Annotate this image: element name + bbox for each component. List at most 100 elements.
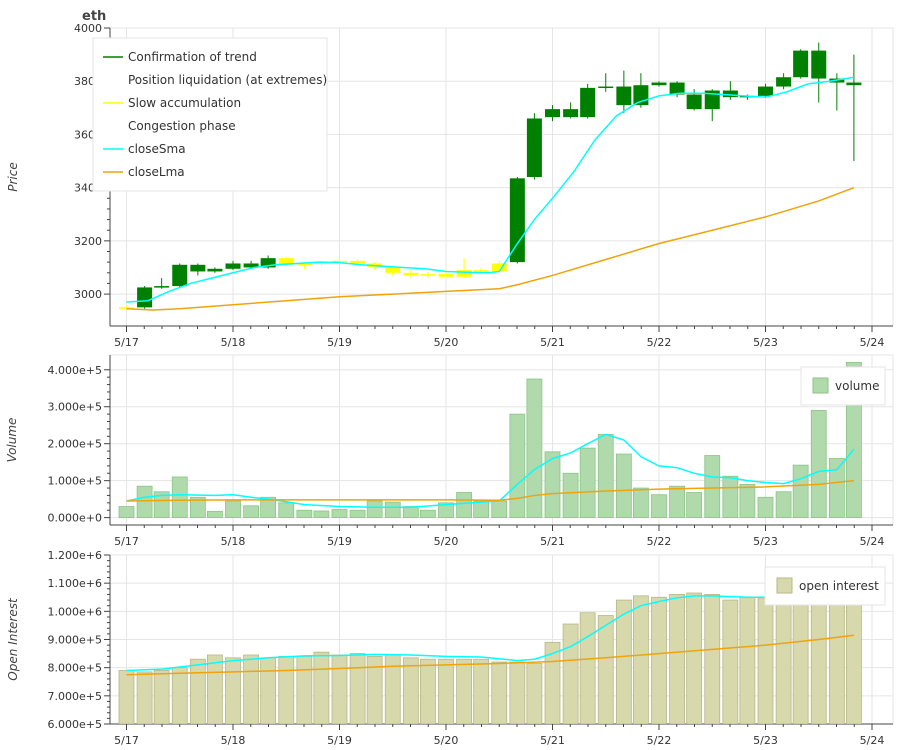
candle-body xyxy=(846,82,862,86)
x-tick-label: 5/22 xyxy=(647,535,672,548)
candle-body xyxy=(669,82,685,95)
bar xyxy=(225,500,241,519)
x-tick-label: 5/21 xyxy=(540,535,565,548)
bar xyxy=(438,502,454,519)
candle-body xyxy=(722,90,738,98)
candle-body xyxy=(473,270,489,272)
bar xyxy=(296,509,313,519)
bar xyxy=(473,658,490,724)
x-tick-label: 5/20 xyxy=(434,734,459,747)
bar xyxy=(544,641,561,724)
bar xyxy=(419,658,436,724)
candle-body xyxy=(350,260,366,264)
bar xyxy=(402,657,419,724)
candle-body xyxy=(154,286,170,288)
bar xyxy=(632,487,649,519)
candle-body xyxy=(225,263,241,269)
panel-1: 0.000e+0 1.000e+5 2.000e+5 3.000e+5 4.000e+5… xyxy=(5,354,894,548)
bar xyxy=(171,667,188,724)
legend-swatch xyxy=(776,577,793,594)
legend: volume xyxy=(800,366,886,406)
bar xyxy=(225,657,241,724)
candle-body xyxy=(385,267,401,273)
bar xyxy=(331,654,348,724)
bar xyxy=(704,455,721,519)
x-tick-label: 5/17 xyxy=(114,535,139,548)
candle-body xyxy=(456,270,472,277)
x-tick-label: 5/17 xyxy=(114,734,139,747)
bar xyxy=(366,500,383,519)
bar xyxy=(153,491,170,519)
bar xyxy=(349,509,366,519)
bar xyxy=(562,472,579,519)
bar xyxy=(544,451,561,519)
bar xyxy=(704,594,721,724)
bar xyxy=(632,595,649,724)
candle-body xyxy=(207,268,223,272)
bar xyxy=(739,596,756,724)
bar xyxy=(118,506,135,519)
bar xyxy=(509,661,526,724)
y-axis-label: Open Interest xyxy=(6,597,20,681)
bar xyxy=(118,670,135,724)
y-tick-label: 3.000e+5 xyxy=(48,401,102,414)
y-tick-label: 9.000e+5 xyxy=(48,634,102,647)
candle-body xyxy=(332,260,347,263)
bar xyxy=(243,505,260,519)
x-tick-label: 5/23 xyxy=(753,535,778,548)
y-axis-label: Price xyxy=(6,162,20,191)
bar xyxy=(810,601,827,724)
x-tick-label: 5/17 xyxy=(114,336,139,349)
bar xyxy=(456,492,473,519)
bar xyxy=(757,496,774,519)
legend-box xyxy=(92,37,328,192)
bar xyxy=(722,599,739,724)
bar xyxy=(296,656,313,724)
x-tick-label: 5/19 xyxy=(327,734,352,747)
legend-label: volume xyxy=(835,379,879,393)
x-tick-label: 5/23 xyxy=(753,734,778,747)
bar xyxy=(615,453,632,519)
x-tick-label: 5/24 xyxy=(860,535,885,548)
bar xyxy=(331,509,348,519)
y-axis-label: Volume xyxy=(5,418,19,463)
legend-label: Slow accumulation xyxy=(128,96,241,110)
bar xyxy=(260,496,277,519)
x-tick-label: 5/24 xyxy=(860,336,885,349)
y-tick-label: 1.200e+6 xyxy=(48,549,102,562)
bar xyxy=(136,485,153,519)
bar xyxy=(526,663,543,724)
y-tick-label: 1.000e+6 xyxy=(48,605,102,618)
bar xyxy=(419,509,436,519)
candle-body xyxy=(651,82,667,86)
bar xyxy=(828,458,845,519)
bar xyxy=(473,500,490,519)
bar xyxy=(597,615,614,724)
x-tick-label: 5/19 xyxy=(327,336,352,349)
y-tick-label: 3200 xyxy=(74,235,102,248)
candle-body xyxy=(172,264,188,287)
candle-body xyxy=(420,274,436,276)
candle-body xyxy=(260,258,276,268)
bar xyxy=(313,651,330,724)
bar xyxy=(153,670,170,724)
y-tick-label: 7.000e+5 xyxy=(48,690,102,703)
bar xyxy=(775,491,792,519)
bar xyxy=(260,657,277,724)
panel-2: 6.000e+5 7.000e+5 8.000e+5 9.000e+5 1.000e+6… xyxy=(6,549,894,747)
bar xyxy=(402,506,419,519)
bar xyxy=(739,483,756,519)
legend: Confirmation of trend Position liquidatio… xyxy=(92,37,328,192)
bar xyxy=(278,656,295,724)
data-layer xyxy=(118,361,862,519)
candle-body xyxy=(119,307,134,309)
bar xyxy=(686,492,703,519)
y-tick-label: 1.000e+5 xyxy=(48,475,102,488)
bar xyxy=(810,410,827,519)
y-tick-label: 0.000e+0 xyxy=(48,512,102,525)
x-tick-label: 5/18 xyxy=(221,734,246,747)
candle-body xyxy=(278,258,294,265)
candle-body xyxy=(491,263,507,272)
